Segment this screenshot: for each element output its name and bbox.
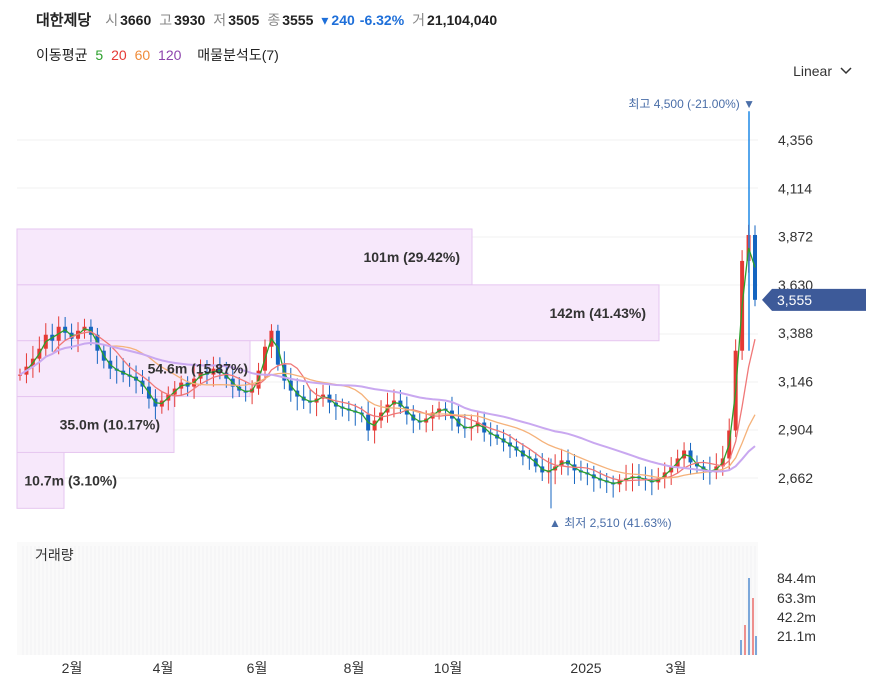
open-value: 3660 xyxy=(120,12,152,28)
volume-profile-label: 101m (29.42%) xyxy=(363,249,460,265)
volume-profile-bar xyxy=(16,396,175,453)
y-tick-label: 3,872 xyxy=(778,229,813,245)
x-tick-label: 2025 xyxy=(570,660,601,676)
y-tick-label: 2,662 xyxy=(778,470,813,486)
ma120-line xyxy=(19,341,756,473)
chevron-down-icon xyxy=(840,67,852,75)
volume-panel-title: 거래량 xyxy=(35,547,74,563)
x-tick-label: 3월 xyxy=(666,660,687,676)
low-value: 3505 xyxy=(228,12,260,28)
moving-average-legend: 이동평균 5 20 60 120 매물분석도(7) xyxy=(36,45,283,65)
high-label: 고 xyxy=(159,12,173,28)
low-label: 저 xyxy=(213,12,227,28)
y-tick-label: 4,356 xyxy=(778,132,813,148)
ma-20[interactable]: 20 xyxy=(111,47,127,63)
change-down-icon: ▾ xyxy=(321,12,329,28)
low-annotation: ▲ 최저 2,510 (41.63%) xyxy=(549,516,672,530)
x-tick-label: 2월 xyxy=(62,660,83,676)
current-price-label: 3,555 xyxy=(777,292,812,308)
volume-label: 거 xyxy=(412,12,426,28)
y-tick-label: 3,146 xyxy=(778,373,813,389)
volume-profile-label: 35.0m (10.17%) xyxy=(60,417,160,433)
volume-tick-label: 21.1m xyxy=(777,628,816,644)
y-tick-label: 2,904 xyxy=(778,422,813,438)
ma-60[interactable]: 60 xyxy=(134,47,151,63)
scale-selector[interactable]: Linear xyxy=(793,63,852,79)
volume-value: 21,104,040 xyxy=(427,12,498,28)
current-price-marker xyxy=(762,288,866,311)
close-value: 3555 xyxy=(282,12,314,28)
open-label: 시 xyxy=(105,12,119,28)
high-annotation: 최고 4,500 (-21.00%) ▼ xyxy=(628,97,755,111)
volume-profile-label: 142m (41.43%) xyxy=(549,305,646,321)
volume-profile-label[interactable]: 매물분석도(7) xyxy=(197,47,279,63)
ma-120[interactable]: 120 xyxy=(158,47,182,63)
x-tick-label: 10월 xyxy=(434,660,462,676)
stock-name: 대한제당 xyxy=(36,12,92,29)
volume-profile-label: 10.7m (3.10%) xyxy=(24,472,117,488)
change-percent: -6.32% xyxy=(359,12,405,28)
volume-profile-bar xyxy=(16,451,65,509)
ma-5[interactable]: 5 xyxy=(95,47,104,63)
quote-header: 대한제당 시 3660 고 3930 저 3505 종 3555 ▾ 240 -6.32… xyxy=(36,9,505,29)
x-tick-label: 4월 xyxy=(153,660,174,676)
volume-tick-label: 84.4m xyxy=(777,570,816,586)
candle-body xyxy=(18,374,22,376)
ma-label[interactable]: 이동평균 xyxy=(36,47,88,63)
volume-tick-label: 63.3m xyxy=(777,590,816,606)
close-label: 종 xyxy=(267,12,281,28)
volume-tick-label: 42.2m xyxy=(777,609,816,625)
ma5-line xyxy=(19,247,756,485)
y-tick-label: 3,388 xyxy=(778,325,813,341)
change-value: 240 xyxy=(331,12,355,28)
ma20-line xyxy=(19,331,756,482)
volume-profile-bar xyxy=(16,284,660,342)
scale-label: Linear xyxy=(793,63,832,79)
x-tick-label: 8월 xyxy=(344,660,365,676)
y-tick-label: 4,114 xyxy=(778,180,812,196)
x-tick-label: 6월 xyxy=(247,660,268,676)
volume-profile-bar xyxy=(16,228,473,286)
volume-profile-label: 54.6m (15.87%) xyxy=(148,361,248,377)
high-value: 3930 xyxy=(174,12,206,28)
